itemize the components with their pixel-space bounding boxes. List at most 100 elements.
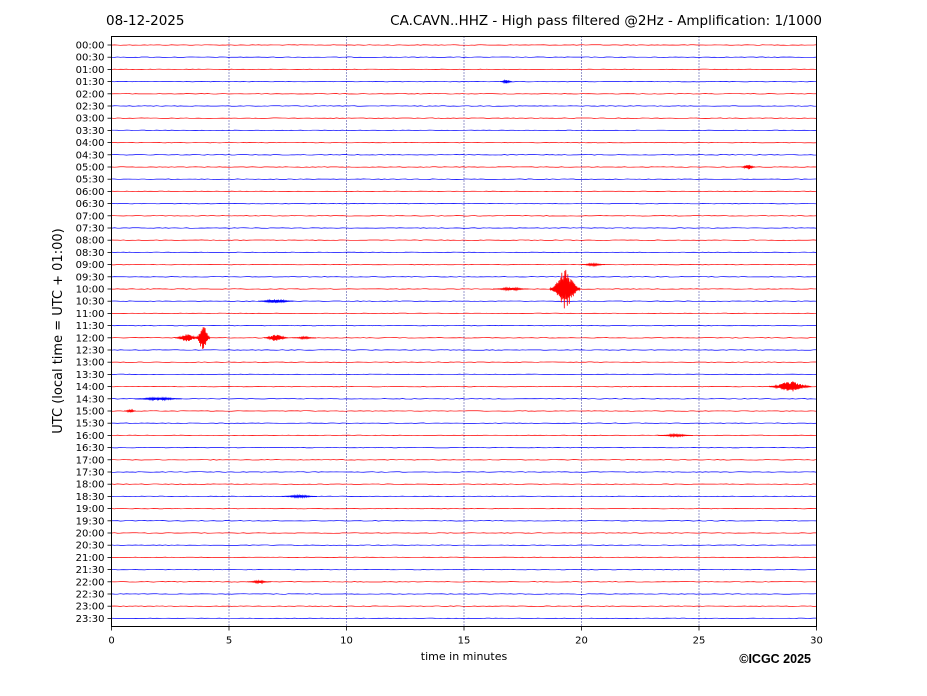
y-tick-label: 02:00 <box>76 89 105 100</box>
y-tick-label: 10:30 <box>76 297 105 308</box>
trace-0100 <box>111 68 817 71</box>
y-tick-label: 22:30 <box>76 590 105 601</box>
trace-1500 <box>111 410 817 412</box>
trace-2100 <box>111 556 817 559</box>
y-tick-label: 01:30 <box>76 77 105 88</box>
y-tick-label: 22:00 <box>76 577 105 588</box>
trace-1330 <box>111 373 817 376</box>
trace-1830 <box>111 495 817 498</box>
x-tick-label: 20 <box>575 636 588 647</box>
trace-0700 <box>111 215 817 217</box>
x-tick-label: 30 <box>810 636 823 647</box>
y-tick-label: 04:00 <box>76 138 105 149</box>
header-date: 08-12-2025 <box>106 13 184 29</box>
trace-0130 <box>111 80 817 83</box>
event-2200-15 <box>247 579 272 585</box>
trace-0800 <box>111 239 817 241</box>
trace-2200 <box>111 581 817 583</box>
trace-1730 <box>111 471 817 473</box>
y-tick-label: 00:00 <box>76 41 105 52</box>
trace-0900 <box>111 263 817 266</box>
trace-0300 <box>111 117 817 119</box>
y-tick-label: 09:00 <box>76 260 105 271</box>
vertical-gridlines <box>228 36 700 627</box>
y-tick-label: 15:00 <box>76 407 105 418</box>
y-tick-label: 19:00 <box>76 504 105 515</box>
seismic-traces <box>111 44 817 620</box>
event-1430-11 <box>134 396 183 402</box>
y-tick-label: 11:30 <box>76 321 105 332</box>
y-tick-label: 06:30 <box>76 199 105 210</box>
y-tick-label: 23:30 <box>76 614 105 625</box>
trace-0000 <box>111 44 817 46</box>
trace-1300 <box>111 361 817 363</box>
event-1030-5 <box>258 298 294 304</box>
trace-1900 <box>111 507 817 510</box>
y-tick-label: 17:00 <box>76 455 105 466</box>
event-0900-2 <box>581 262 606 268</box>
y-tick-label: 11:00 <box>76 309 105 320</box>
chart-title: CA.CAVN..HHZ - High pass filtered @2Hz -… <box>390 13 822 29</box>
event-0130-0 <box>500 79 513 84</box>
trace-0830 <box>111 251 817 254</box>
trace-1100 <box>111 312 817 315</box>
seismic-events <box>124 79 812 585</box>
y-tick-label: 01:00 <box>76 65 105 76</box>
trace-0930 <box>111 276 817 278</box>
y-tick-label: 07:30 <box>76 224 105 235</box>
x-tick-label: 0 <box>108 636 114 647</box>
event-1200-7 <box>174 334 199 342</box>
trace-0200 <box>111 93 817 95</box>
event-0500-1 <box>740 164 756 170</box>
event-1200-8 <box>263 334 288 341</box>
trace-1200 <box>111 337 817 339</box>
copyright-label: ©ICGC 2025 <box>739 652 811 666</box>
y-tick-label: 13:30 <box>76 370 105 381</box>
trace-1130 <box>111 324 817 327</box>
event-1000-3 <box>549 269 581 309</box>
trace-0630 <box>111 202 817 205</box>
y-tick-label: 17:30 <box>76 468 105 479</box>
trace-1800 <box>111 483 817 485</box>
y-tick-label: 08:30 <box>76 248 105 259</box>
trace-1230 <box>111 349 817 351</box>
y-tick-label: 21:30 <box>76 565 105 576</box>
y-tick-label: 20:00 <box>76 529 105 540</box>
y-tick-label: 18:30 <box>76 492 105 503</box>
y-tick-label: 07:00 <box>76 211 105 222</box>
y-tick-label: 14:00 <box>76 382 105 393</box>
y-tick-label: 03:00 <box>76 114 105 125</box>
y-tick-label: 00:30 <box>76 53 105 64</box>
y-tick-label: 12:00 <box>76 333 105 344</box>
y-tick-label: 18:00 <box>76 480 105 491</box>
y-tick-label: 14:30 <box>76 394 105 405</box>
trace-1400 <box>111 385 817 388</box>
trace-0530 <box>111 178 817 180</box>
trace-0430 <box>111 154 817 156</box>
trace-2330 <box>111 617 817 620</box>
y-tick-label: 16:00 <box>76 431 105 442</box>
trace-0500 <box>111 166 817 168</box>
y-tick-label: 05:30 <box>76 175 105 186</box>
trace-1030 <box>111 300 817 302</box>
trace-2130 <box>111 568 817 571</box>
trace-2230 <box>111 593 817 595</box>
x-axis-ticks: 0 5 10 15 20 25 30 <box>108 626 823 647</box>
trace-0400 <box>111 141 817 144</box>
event-1500-12 <box>124 408 136 414</box>
y-tick-label: 02:30 <box>76 102 105 113</box>
trace-1630 <box>111 446 817 449</box>
event-1200-9 <box>292 335 316 341</box>
trace-0600 <box>111 190 817 193</box>
y-tick-label: 05:00 <box>76 163 105 174</box>
trace-1600 <box>111 434 817 437</box>
y-tick-label: 21:00 <box>76 553 105 564</box>
y-tick-label: 04:30 <box>76 150 105 161</box>
event-1600-13 <box>657 432 693 439</box>
event-1000-4 <box>493 286 529 292</box>
x-tick-label: 25 <box>693 636 706 647</box>
trace-0330 <box>111 129 817 132</box>
y-tick-label: 13:00 <box>76 358 105 369</box>
trace-1530 <box>111 422 817 424</box>
